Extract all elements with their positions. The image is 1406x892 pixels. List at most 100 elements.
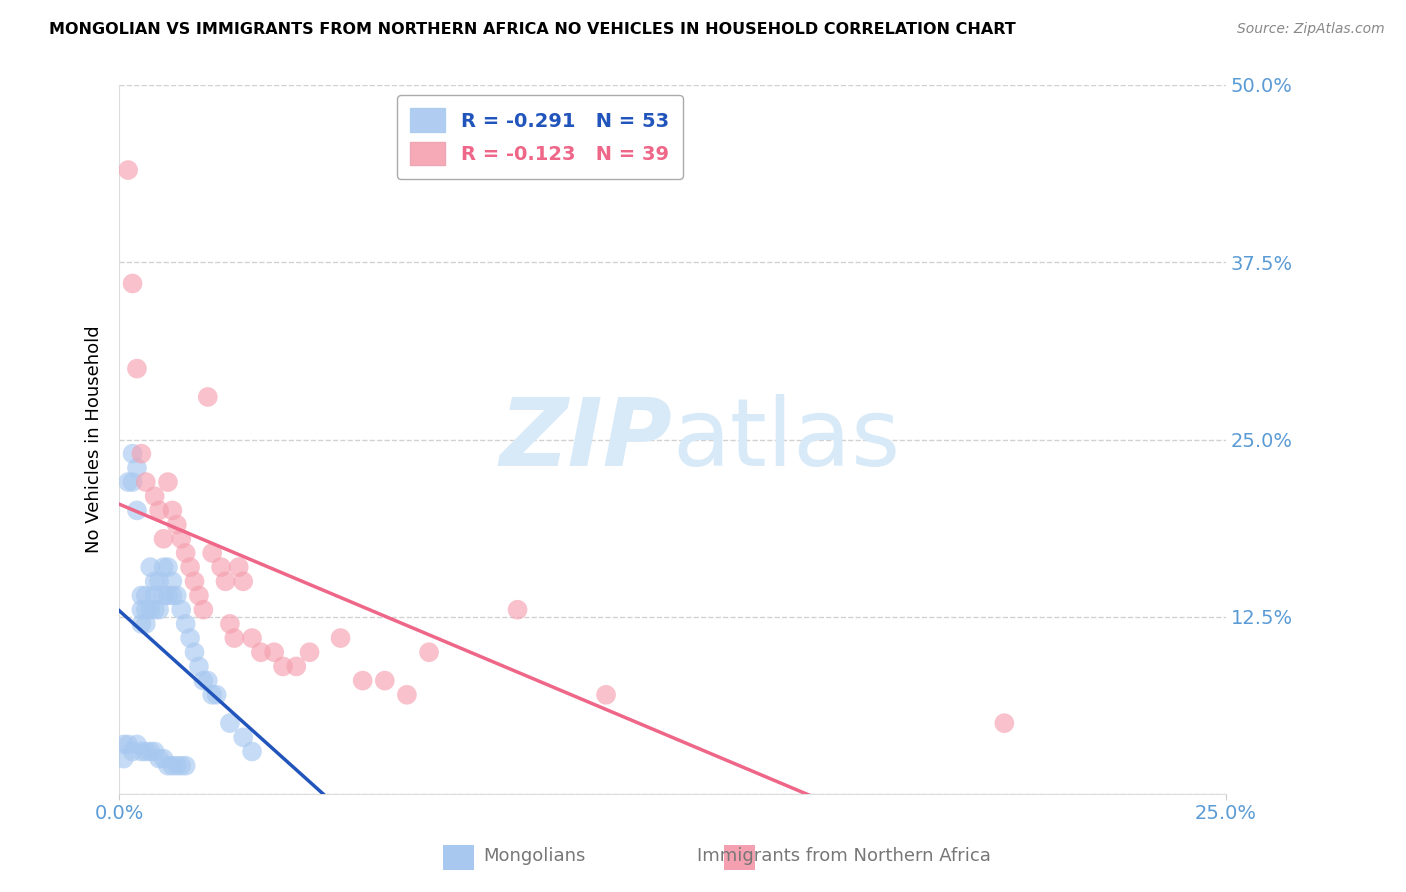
Point xyxy=(148,574,170,589)
Text: Mongolians: Mongolians xyxy=(484,847,585,865)
Point xyxy=(135,589,157,603)
Point xyxy=(125,738,148,752)
Point xyxy=(156,560,179,574)
Point xyxy=(179,560,201,574)
Point xyxy=(224,631,246,645)
Point xyxy=(183,574,205,589)
Point xyxy=(125,361,148,376)
Point xyxy=(148,603,170,617)
Point xyxy=(183,645,205,659)
Point xyxy=(170,758,193,772)
Text: ZIP: ZIP xyxy=(499,393,672,485)
Point xyxy=(148,503,170,517)
Point xyxy=(139,560,162,574)
Point xyxy=(240,631,263,645)
Point xyxy=(174,546,197,560)
Point xyxy=(219,716,242,731)
Point xyxy=(993,716,1015,731)
Point xyxy=(187,659,209,673)
Point xyxy=(193,673,215,688)
Point xyxy=(250,645,273,659)
Point xyxy=(156,589,179,603)
Point xyxy=(395,688,418,702)
Point xyxy=(139,745,162,759)
Point xyxy=(156,475,179,489)
Point xyxy=(143,589,166,603)
Point xyxy=(143,574,166,589)
Point xyxy=(193,603,215,617)
Text: atlas: atlas xyxy=(672,393,901,485)
Point xyxy=(112,751,135,765)
Point xyxy=(143,603,166,617)
Point xyxy=(329,631,352,645)
Point xyxy=(148,751,170,765)
Point xyxy=(174,616,197,631)
Point xyxy=(166,589,188,603)
Point xyxy=(131,589,153,603)
Point xyxy=(131,745,153,759)
Point xyxy=(121,475,143,489)
Point xyxy=(228,560,250,574)
Text: Source: ZipAtlas.com: Source: ZipAtlas.com xyxy=(1237,22,1385,37)
Point xyxy=(131,447,153,461)
Point xyxy=(121,447,143,461)
Point xyxy=(135,745,157,759)
Point xyxy=(201,688,224,702)
Point xyxy=(174,758,197,772)
Point xyxy=(374,673,396,688)
Point xyxy=(166,517,188,532)
Point xyxy=(232,574,254,589)
Point xyxy=(209,560,232,574)
Point xyxy=(187,589,209,603)
Text: Immigrants from Northern Africa: Immigrants from Northern Africa xyxy=(696,847,991,865)
Point xyxy=(112,738,135,752)
Text: MONGOLIAN VS IMMIGRANTS FROM NORTHERN AFRICA NO VEHICLES IN HOUSEHOLD CORRELATIO: MONGOLIAN VS IMMIGRANTS FROM NORTHERN AF… xyxy=(49,22,1017,37)
Point xyxy=(219,616,242,631)
Point xyxy=(506,603,529,617)
Point xyxy=(240,745,263,759)
Point xyxy=(162,503,184,517)
Point xyxy=(214,574,236,589)
Point xyxy=(418,645,440,659)
Point xyxy=(135,603,157,617)
Point xyxy=(197,390,219,404)
Point xyxy=(117,738,139,752)
Y-axis label: No Vehicles in Household: No Vehicles in Household xyxy=(86,326,103,553)
Point xyxy=(271,659,294,673)
Point xyxy=(117,163,139,178)
Point xyxy=(152,589,174,603)
Point xyxy=(263,645,285,659)
Point xyxy=(125,503,148,517)
Point xyxy=(298,645,321,659)
Point xyxy=(179,631,201,645)
Point xyxy=(139,603,162,617)
Legend: R = -0.291   N = 53, R = -0.123   N = 39: R = -0.291 N = 53, R = -0.123 N = 39 xyxy=(396,95,683,179)
Point xyxy=(595,688,617,702)
Point xyxy=(131,603,153,617)
Point xyxy=(143,745,166,759)
Point xyxy=(352,673,374,688)
Point xyxy=(135,616,157,631)
Point xyxy=(152,560,174,574)
Point xyxy=(162,589,184,603)
Point xyxy=(205,688,228,702)
Point xyxy=(170,603,193,617)
Point xyxy=(170,532,193,546)
Point xyxy=(285,659,308,673)
Point xyxy=(156,758,179,772)
Point xyxy=(131,616,153,631)
Point xyxy=(201,546,224,560)
Point xyxy=(121,277,143,291)
Point xyxy=(152,532,174,546)
Point xyxy=(125,461,148,475)
Point xyxy=(135,475,157,489)
Point xyxy=(232,731,254,745)
Point xyxy=(117,475,139,489)
Point xyxy=(121,745,143,759)
Point xyxy=(152,751,174,765)
Point xyxy=(197,673,219,688)
Point xyxy=(166,758,188,772)
Point xyxy=(162,758,184,772)
Point xyxy=(162,574,184,589)
Point xyxy=(143,489,166,503)
